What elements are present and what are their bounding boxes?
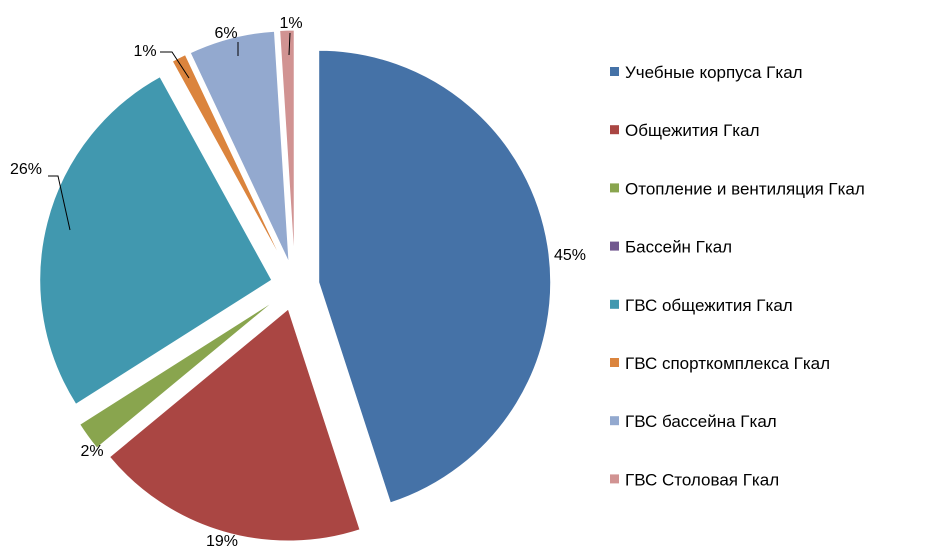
legend-swatch-8	[610, 474, 619, 484]
data-labels: 45% 19% 2% 26% 1% 6% 1%	[10, 15, 586, 550]
pie-slice-2	[108, 308, 361, 542]
legend-label-6: ГВС спорткомплекса Гкал	[625, 354, 830, 373]
data-label-6: 1%	[133, 43, 156, 60]
legend-label-2: Общежития Гкал	[625, 121, 760, 140]
legend-label-4: Бассейн Гкал	[625, 238, 732, 257]
data-label-7: 6%	[214, 25, 237, 42]
legend-label-7: ГВС бассейна Гкал	[625, 412, 777, 431]
data-label-3: 2%	[80, 443, 103, 460]
data-label-1: 45%	[554, 247, 586, 264]
legend-label-3: Отопление и вентиляция Гкал	[625, 179, 865, 198]
legend-label-8: ГВС Столовая Гкал	[625, 470, 779, 489]
legend-swatch-4	[610, 241, 619, 251]
data-label-5: 26%	[10, 161, 42, 178]
legend-swatch-6	[610, 358, 619, 367]
legend-swatch-2	[610, 125, 619, 135]
pie-slice-1	[318, 49, 552, 504]
legend-label-5: ГВС общежития Гкал	[625, 296, 793, 315]
leader-line-5	[48, 175, 71, 231]
data-label-2: 19%	[206, 533, 238, 550]
pie-slice-3	[79, 299, 276, 449]
leader-lines	[48, 32, 291, 231]
pie-slices	[39, 29, 552, 542]
legend-swatch-7	[610, 416, 619, 426]
legend: Учебные корпуса Гкал Общежития Гкал Отопле…	[610, 63, 865, 489]
legend-swatch-3	[610, 183, 619, 193]
legend-label-1: Учебные корпуса Гкал	[625, 63, 803, 82]
leader-line-6	[160, 51, 190, 79]
pie-slice-7	[189, 30, 290, 263]
pie-slice-5	[39, 76, 273, 406]
leader-line-8	[288, 32, 291, 56]
pie-slice-8	[279, 29, 295, 263]
legend-swatch-5	[610, 299, 619, 309]
pie-slice-6	[171, 54, 285, 265]
legend-swatch-1	[610, 67, 619, 76]
data-label-8: 1%	[279, 15, 302, 32]
